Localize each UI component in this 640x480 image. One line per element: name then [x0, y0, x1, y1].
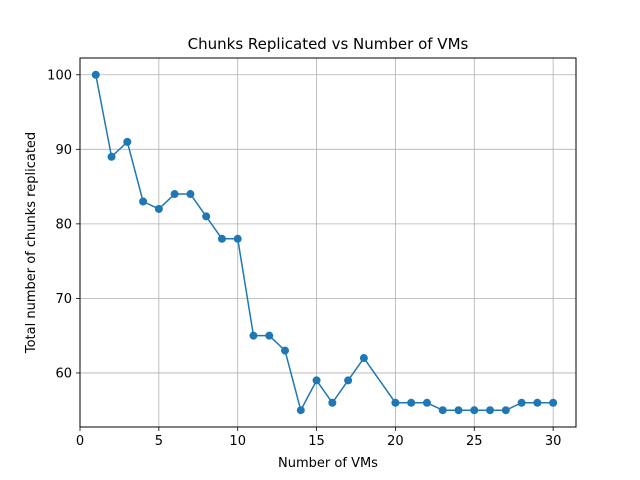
data-point — [312, 376, 321, 385]
data-point — [265, 331, 274, 340]
y-tick-label: 60 — [55, 366, 72, 381]
plot-area — [91, 70, 558, 415]
data-point — [486, 406, 495, 415]
y-tick-label: 80 — [55, 217, 72, 232]
data-point — [217, 234, 226, 243]
x-tick-label: 25 — [466, 434, 483, 449]
data-point — [422, 398, 431, 407]
data-point — [202, 212, 211, 221]
plot-frame — [79, 57, 577, 428]
data-point — [154, 204, 163, 213]
data-point — [91, 70, 100, 79]
data-point — [533, 398, 542, 407]
x-tick-label: 10 — [229, 434, 246, 449]
chart-title: Chunks Replicated vs Number of VMs — [188, 35, 469, 53]
series-line — [95, 74, 554, 411]
data-point — [517, 398, 526, 407]
y-axis: 60 70 80 90 100 — [47, 68, 80, 381]
grid — [79, 58, 576, 427]
y-tick-label: 90 — [55, 143, 72, 158]
data-point — [344, 376, 353, 385]
y-tick-label: 100 — [47, 68, 72, 83]
data-point — [470, 406, 479, 415]
data-point — [296, 406, 305, 415]
x-axis: 0 5 10 15 20 25 30 — [76, 427, 562, 449]
x-tick-label: 5 — [155, 434, 163, 449]
x-tick-label: 20 — [387, 434, 404, 449]
y-tick-label: 70 — [55, 292, 72, 307]
data-point — [454, 406, 463, 415]
data-point — [359, 354, 368, 363]
data-point — [123, 137, 132, 146]
x-tick-label: 0 — [76, 434, 84, 449]
data-point — [391, 398, 400, 407]
data-point — [281, 346, 290, 355]
x-tick-label: 30 — [545, 434, 562, 449]
data-point — [170, 190, 179, 199]
y-axis-label: Total number of chunks replicated — [24, 132, 39, 354]
x-tick-label: 15 — [308, 434, 325, 449]
data-point — [186, 190, 195, 199]
x-axis-label: Number of VMs — [278, 456, 378, 471]
data-point — [438, 406, 447, 415]
data-point — [501, 406, 510, 415]
data-point — [328, 398, 337, 407]
data-point — [107, 152, 116, 161]
data-point — [549, 398, 558, 407]
data-point — [233, 234, 242, 243]
data-point — [249, 331, 258, 340]
data-point — [407, 398, 416, 407]
data-point — [139, 197, 148, 206]
